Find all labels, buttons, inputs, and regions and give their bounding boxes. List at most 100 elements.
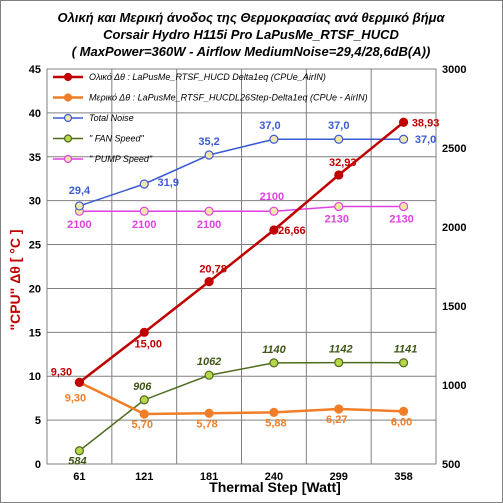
series-4-data-label: 2100 xyxy=(260,191,284,203)
series-4-point xyxy=(269,206,279,216)
series-2-point xyxy=(334,134,344,144)
y-left-tick-label: 0 xyxy=(35,459,41,471)
chart-title-line-3: ( MaxPower=360W - Airflow MediumNoise=29… xyxy=(72,44,431,59)
x-tick-label: 299 xyxy=(330,471,348,483)
legend-entry-label: Μερικό Δθ : LaPusMe_RTSF_HUCDL26Step-Del… xyxy=(89,93,368,103)
series-1-point xyxy=(139,409,149,419)
x-tick-label: 121 xyxy=(135,471,153,483)
series-1-point xyxy=(204,408,214,418)
series-2-data-label: 31,9 xyxy=(158,177,179,189)
series-line-4 xyxy=(79,205,404,212)
x-tick-label: 358 xyxy=(394,471,412,483)
series-layer xyxy=(74,117,409,456)
legend-entry-label: Ολικό Δθ : LaPusMe_RTSF_HUCD Delta1eq (C… xyxy=(89,72,326,82)
series-0-point xyxy=(398,117,409,127)
series-2-data-label: 37,0 xyxy=(415,134,436,146)
series-1-point xyxy=(398,406,409,416)
chart-title-line-2: Corsair Hydro H115i Pro LaPusMe_RTSF_HUC… xyxy=(103,27,399,42)
series-2-data-label: 37,0 xyxy=(328,120,349,132)
y-left-tick-label: 10 xyxy=(29,371,41,383)
series-4-point xyxy=(398,201,409,212)
series-3-data-label: 1141 xyxy=(394,344,418,356)
y-right-tick-label: 3000 xyxy=(442,64,466,76)
series-1-data-label: 5,78 xyxy=(196,418,217,430)
series-3-data-label: 1062 xyxy=(197,356,221,368)
series-0-data-label: 38,93 xyxy=(412,117,440,129)
series-4-point xyxy=(139,206,149,216)
series-0-data-label: 26,66 xyxy=(278,225,306,237)
y-left-tick-label: 45 xyxy=(29,64,41,76)
y-left-tick-label: 30 xyxy=(29,196,41,208)
x-tick-label: 61 xyxy=(73,471,85,483)
series-2-point xyxy=(204,150,214,160)
legend-swatch-marker xyxy=(63,134,73,143)
y-left-tick-label: 5 xyxy=(35,415,41,427)
x-tick-label: 181 xyxy=(200,471,218,483)
data-label-layer: 9,30 15,00 20,78 26,66 32,93 38,93 9,30 5,70 5,7… xyxy=(51,117,440,467)
series-4-data-label: 2100 xyxy=(132,219,156,231)
series-0-data-label: 32,93 xyxy=(329,157,357,169)
series-1-data-label: 6,00 xyxy=(391,416,412,428)
series-1-data-label: 5,70 xyxy=(132,419,153,431)
series-0-point xyxy=(334,170,344,180)
series-2-point xyxy=(269,134,279,144)
series-4-data-label: 2100 xyxy=(197,219,221,231)
series-2-data-label: 29,4 xyxy=(69,185,91,197)
series-1-data-label: 5,88 xyxy=(265,417,286,429)
series-4-data-label: 2130 xyxy=(325,213,349,225)
chart-title-line-1: Ολική και Μερική άνοδος της Θερμοκρασίας… xyxy=(57,10,445,25)
axis-layer: 0 5 10 15 20 25 30 35 40 45 61 121 181 240 299 358 500 10… xyxy=(29,64,467,483)
series-0-point xyxy=(74,377,85,387)
y-axis-title: "CPU" Δθ [ °C ] xyxy=(7,229,23,330)
series-0-point xyxy=(204,276,214,287)
series-line-2 xyxy=(79,138,404,207)
y-left-tick-label: 35 xyxy=(29,152,41,164)
series-2-data-label: 35,2 xyxy=(198,136,219,148)
series-3-point xyxy=(398,358,409,368)
grid-layer xyxy=(46,68,437,465)
series-3-point xyxy=(204,370,214,380)
series-3-point xyxy=(139,395,149,405)
series-1-point xyxy=(334,404,344,414)
series-3-data-label: 584 xyxy=(68,456,86,468)
x-tick-label: 240 xyxy=(265,471,283,483)
series-2-point xyxy=(139,179,149,189)
y-left-tick-label: 40 xyxy=(29,108,41,120)
y-left-tick-label: 15 xyxy=(29,327,41,339)
series-3-point xyxy=(334,357,344,368)
series-4-point xyxy=(204,206,214,216)
series-4-point xyxy=(334,201,344,212)
legend-entry-label: " FAN Speed" xyxy=(89,134,145,144)
series-line-0 xyxy=(78,121,405,384)
legend-swatch-marker xyxy=(63,154,73,164)
y-left-tick-label: 20 xyxy=(29,283,41,295)
y-left-tick-label: 25 xyxy=(29,240,41,252)
legend-swatch-marker xyxy=(63,72,73,82)
y-right-tick-label: 500 xyxy=(442,459,460,471)
series-0-data-label: 15,00 xyxy=(134,338,162,350)
series-2-point xyxy=(398,134,409,144)
legend-entry-label: Total Noise xyxy=(89,113,134,123)
series-3-point xyxy=(74,446,85,456)
series-3-data-label: 1140 xyxy=(262,344,287,356)
legend-entry-label: " PUMP Speed" xyxy=(89,154,153,164)
series-1-data-label: 9,30 xyxy=(65,392,86,404)
series-3-point xyxy=(269,358,279,368)
series-3-data-label: 1142 xyxy=(329,344,353,356)
y-right-tick-label: 1500 xyxy=(442,301,466,313)
series-2-point xyxy=(74,201,85,211)
y-right-tick-label: 2500 xyxy=(442,143,466,155)
legend-swatch-marker xyxy=(63,113,73,123)
series-4-data-label: 2130 xyxy=(389,213,413,225)
series-1-point xyxy=(269,407,279,417)
series-0-data-label: 20,78 xyxy=(199,264,227,276)
series-line-1 xyxy=(78,381,404,416)
series-0-point xyxy=(139,327,149,337)
series-4-data-label: 2100 xyxy=(67,219,91,231)
series-2-data-label: 37,0 xyxy=(259,120,280,132)
y-right-tick-label: 1000 xyxy=(442,380,466,392)
series-1-data-label: 6,27 xyxy=(326,414,347,426)
x-axis-title: Thermal Step [Watt] xyxy=(209,479,341,495)
